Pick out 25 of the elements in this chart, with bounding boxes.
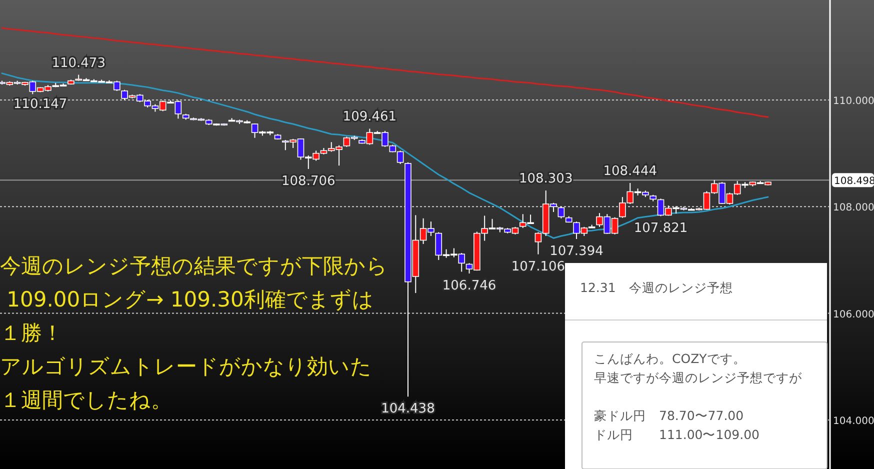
y-tick-label: 106.000: [833, 309, 874, 320]
annotation: 104.438: [381, 402, 435, 417]
annotation: 早速ですが今週のレンジ予想ですが: [594, 370, 803, 385]
y-tick-label: 110.000: [833, 96, 874, 107]
annotation: 107.106: [511, 259, 566, 274]
annotation: 豪ドル円 78.70〜77.00: [594, 408, 744, 423]
annotation: １週間でしたね。: [0, 388, 172, 412]
annotation: 108.444: [603, 164, 658, 179]
annotation: こんばんわ。COZYです。: [594, 351, 746, 366]
line-series: [1, 72, 769, 239]
annotation: 110.473: [52, 56, 106, 71]
annotation: 今週のレンジ予想の結果ですが下限から: [0, 254, 388, 278]
annotation: 12.31 今週のレンジ予想: [580, 280, 733, 295]
annotation: 109.461: [342, 110, 397, 125]
annotation: 110.147: [13, 97, 68, 112]
candlestick: [558, 206, 565, 219]
annotation: アルゴリズムトレードがかなり効いた: [0, 354, 372, 378]
annotation: ドル円 111.00〜109.00: [594, 427, 760, 442]
y-tick-label: 108.000: [833, 202, 874, 214]
annotation: 107.821: [634, 221, 688, 236]
annotation: 107.394: [550, 244, 604, 259]
annotation: １勝！: [0, 321, 63, 345]
y-tick-label: 104.000: [833, 416, 874, 427]
annotation: 106.746: [442, 278, 496, 294]
annotation: 109.00ロング→ 109.30利確でまずは: [0, 288, 374, 312]
